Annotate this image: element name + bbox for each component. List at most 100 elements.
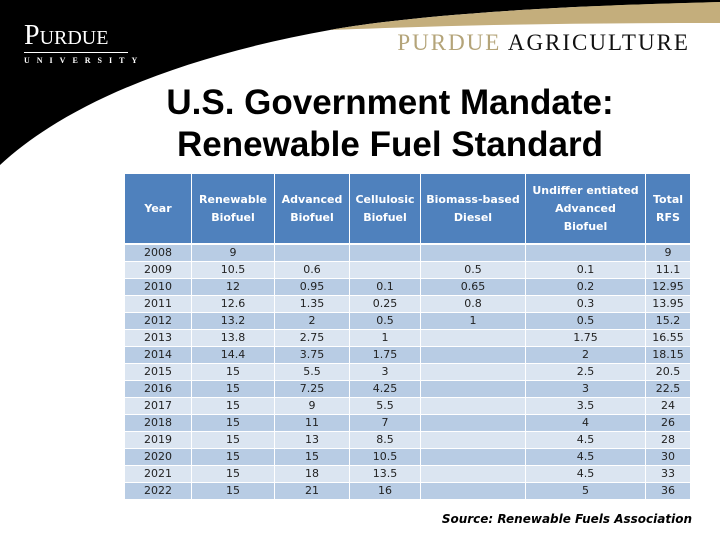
cell-advanced-biofuel: 2.75 (274, 329, 350, 347)
cell-undifferentiated-advanced-biofuel: 4.5 (525, 448, 646, 466)
cell-renewable-biofuel: 14.4 (191, 346, 275, 364)
cell-advanced-biofuel: 2 (274, 312, 350, 330)
cell-cellulosic-biofuel (349, 244, 421, 262)
cell-total-rfs: 15.2 (645, 312, 691, 330)
cell-undifferentiated-advanced-biofuel: 3 (525, 380, 646, 398)
cell-biomass-based-diesel: 0.8 (420, 295, 526, 313)
cell-biomass-based-diesel: 0.5 (420, 261, 526, 279)
cell-renewable-biofuel: 15 (191, 448, 275, 466)
cell-renewable-biofuel: 15 (191, 414, 275, 432)
cell-undifferentiated-advanced-biofuel: 2 (525, 346, 646, 364)
cell-advanced-biofuel: 7.25 (274, 380, 350, 398)
cell-undifferentiated-advanced-biofuel: 4.5 (525, 431, 646, 449)
header-row: Year Renewable Biofuel Advanced Biofuel Cellu… (125, 174, 691, 245)
cell-cellulosic-biofuel: 1 (349, 329, 421, 347)
table-row: 2014 14.4 3.75 1.75 2 18.15 (125, 346, 691, 364)
header-text-line: Year (144, 201, 172, 215)
logo-wordmark: Purdue (24, 20, 109, 51)
column-header-biomass-based-diesel: Biomass-based Diesel (420, 174, 526, 245)
cell-undifferentiated-advanced-biofuel: 1.75 (525, 329, 646, 347)
brand-purdue: PURDUE (397, 30, 502, 55)
table-row: 2015 15 5.5 3 2.5 20.5 (125, 363, 691, 381)
cell-biomass-based-diesel (420, 346, 526, 364)
cell-renewable-biofuel: 15 (191, 465, 275, 483)
table-row: 2018 15 11 7 4 26 (125, 414, 691, 432)
header-text-line: Advanced (555, 201, 616, 215)
cell-year: 2015 (125, 363, 192, 381)
cell-total-rfs: 36 (645, 482, 691, 500)
table-row: 2019 15 13 8.5 4.5 28 (125, 431, 691, 449)
table-row: 2011 12.6 1.35 0.25 0.8 0.3 13.95 (125, 295, 691, 313)
cell-total-rfs: 18.15 (645, 346, 691, 364)
table-row: 2010 12 0.95 0.1 0.65 0.2 12.95 (125, 278, 691, 296)
cell-year: 2017 (125, 397, 192, 415)
table-row: 2016 15 7.25 4.25 3 22.5 (125, 380, 691, 398)
cell-year: 2016 (125, 380, 192, 398)
brand-agriculture: AGRICULTURE (507, 30, 690, 55)
cell-year: 2022 (125, 482, 192, 500)
cell-renewable-biofuel: 15 (191, 482, 275, 500)
header-text-line: Biofuel (211, 210, 255, 224)
gold-band-lower (330, 2, 720, 30)
cell-year: 2014 (125, 346, 192, 364)
cell-cellulosic-biofuel: 16 (349, 482, 421, 500)
column-header-advanced-biofuel: Advanced Biofuel (274, 174, 350, 245)
cell-advanced-biofuel: 1.35 (274, 295, 350, 313)
cell-biomass-based-diesel (420, 363, 526, 381)
cell-advanced-biofuel: 18 (274, 465, 350, 483)
cell-total-rfs: 30 (645, 448, 691, 466)
purdue-university-logo: Purdue UNIVERSITY (24, 22, 144, 67)
header-text-line: Undiffer entiated (532, 183, 639, 197)
cell-biomass-based-diesel (420, 465, 526, 483)
cell-biomass-based-diesel: 0.65 (420, 278, 526, 296)
header-text-line: Total (652, 192, 684, 206)
cell-cellulosic-biofuel: 7 (349, 414, 421, 432)
cell-cellulosic-biofuel: 0.5 (349, 312, 421, 330)
cell-total-rfs: 22.5 (645, 380, 691, 398)
table-row: 2021 15 18 13.5 4.5 33 (125, 465, 691, 483)
cell-renewable-biofuel: 12 (191, 278, 275, 296)
cell-biomass-based-diesel: 1 (420, 312, 526, 330)
cell-renewable-biofuel: 9 (191, 244, 275, 262)
cell-total-rfs: 9 (645, 244, 691, 262)
cell-undifferentiated-advanced-biofuel: 4 (525, 414, 646, 432)
table-row: 2012 13.2 2 0.5 1 0.5 15.2 (125, 312, 691, 330)
cell-cellulosic-biofuel: 5.5 (349, 397, 421, 415)
logo-rule (24, 52, 128, 53)
cell-year: 2012 (125, 312, 192, 330)
cell-renewable-biofuel: 15 (191, 363, 275, 381)
header-text-line: Cellulosic (355, 192, 415, 206)
cell-undifferentiated-advanced-biofuel (525, 244, 646, 262)
column-header-total-rfs: Total RFS (645, 174, 691, 245)
cell-advanced-biofuel: 11 (274, 414, 350, 432)
cell-undifferentiated-advanced-biofuel: 0.1 (525, 261, 646, 279)
cell-year: 2021 (125, 465, 192, 483)
title-line-1: U.S. Government Mandate: (166, 83, 614, 122)
black-swoosh (0, 0, 720, 165)
column-header-cellulosic-biofuel: Cellulosic Biofuel (349, 174, 421, 245)
cell-renewable-biofuel: 12.6 (191, 295, 275, 313)
purdue-agriculture-brand: PURDUE AGRICULTURE (397, 30, 690, 56)
cell-advanced-biofuel: 15 (274, 448, 350, 466)
cell-biomass-based-diesel (420, 482, 526, 500)
cell-total-rfs: 24 (645, 397, 691, 415)
table-row: 2008 9 9 (125, 244, 691, 262)
cell-year: 2019 (125, 431, 192, 449)
header-text-line: Renewable (199, 192, 267, 206)
source-citation: Source: Renewable Fuels Association (441, 512, 692, 526)
cell-advanced-biofuel: 21 (274, 482, 350, 500)
cell-renewable-biofuel: 15 (191, 397, 275, 415)
cell-cellulosic-biofuel: 13.5 (349, 465, 421, 483)
title-line-2: Renewable Fuel Standard (177, 125, 603, 164)
cell-renewable-biofuel: 15 (191, 431, 275, 449)
cell-cellulosic-biofuel: 1.75 (349, 346, 421, 364)
cell-undifferentiated-advanced-biofuel: 4.5 (525, 465, 646, 483)
header-text-line: RFS (656, 210, 680, 224)
cell-biomass-based-diesel (420, 414, 526, 432)
table-row: 2022 15 21 16 5 36 (125, 482, 691, 500)
table-body: 2008 9 9 2009 10.5 0.6 0.5 0.1 11.1 2010 12 0.95 0.1… (125, 244, 691, 500)
table-header: Year Renewable Biofuel Advanced Biofuel Cellu… (125, 174, 691, 245)
cell-biomass-based-diesel (420, 244, 526, 262)
column-header-year: Year (125, 174, 192, 245)
table-row: 2017 15 9 5.5 3.5 24 (125, 397, 691, 415)
